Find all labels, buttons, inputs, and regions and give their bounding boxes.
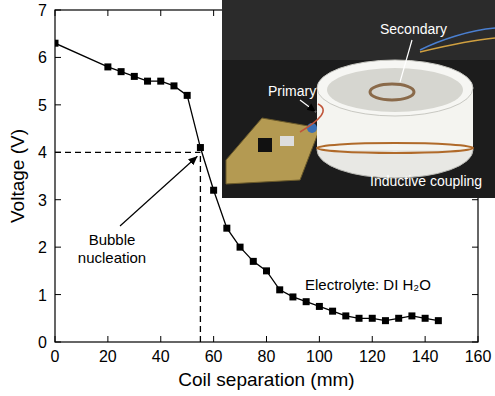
x-tick	[213, 336, 214, 342]
y-axis-title: Voltage (V)	[7, 129, 28, 223]
annotation-line: Bubble	[89, 231, 136, 248]
data-point	[197, 144, 204, 151]
data-point	[316, 303, 323, 310]
x-tick	[266, 336, 267, 342]
x-tick-top	[213, 10, 214, 16]
data-point	[422, 315, 429, 322]
x-tick-label: 80	[258, 348, 276, 365]
y-tick-label: 0	[38, 334, 47, 351]
data-point	[329, 308, 336, 315]
x-tick-label: 60	[205, 348, 223, 365]
data-point	[131, 73, 138, 80]
inset-background	[222, 0, 495, 198]
inset-pointer	[400, 40, 412, 82]
y-tick	[55, 247, 61, 248]
y-tick-label: 5	[38, 97, 47, 114]
inset-label: Inductive coupling	[370, 173, 482, 189]
inset-secondary-coil	[370, 84, 414, 100]
data-point	[342, 312, 349, 319]
data-point	[250, 258, 257, 265]
x-tick-label: 40	[152, 348, 170, 365]
inset-label: Secondary	[380, 21, 447, 37]
inset-label: Primary	[268, 83, 316, 99]
x-tick-label: 100	[306, 348, 333, 365]
y-tick	[55, 57, 61, 58]
x-tick-label: 0	[51, 348, 60, 365]
inset-ring-top	[317, 60, 473, 116]
annotation-text: Bubblenucleation	[78, 231, 146, 266]
data-point	[408, 312, 415, 319]
inset-component	[280, 136, 294, 146]
data-point	[263, 267, 270, 274]
data-point	[104, 63, 111, 70]
y-tick-right	[472, 294, 478, 295]
inset-ring-inner	[327, 68, 463, 112]
annotation-arrow	[120, 156, 197, 226]
y-tick-right	[472, 199, 478, 200]
x-tick-top	[160, 10, 161, 16]
inset-pointer	[300, 100, 316, 112]
reference-y	[55, 152, 200, 153]
inset-primary-coil	[317, 143, 473, 153]
chart-root: 0 20 40 60 80 100 120 140 160 0 1 2 3 4 5 6 7 Coil separa…	[0, 0, 495, 396]
data-point	[157, 78, 164, 85]
x-tick-label: 160	[465, 348, 492, 365]
data-point	[210, 187, 217, 194]
y-tick-label: 4	[38, 144, 47, 161]
y-tick-right	[472, 247, 478, 248]
x-tick-top	[107, 10, 108, 16]
x-tick-label: 120	[359, 348, 386, 365]
data-point	[289, 293, 296, 300]
data-point	[237, 244, 244, 251]
data-point	[303, 298, 310, 305]
y-tick-label: 3	[38, 192, 47, 209]
data-point	[223, 225, 230, 232]
data-point	[382, 317, 389, 324]
inset-wire	[420, 38, 495, 52]
x-tick-label: 20	[99, 348, 117, 365]
data-point	[356, 315, 363, 322]
reference-x	[200, 152, 201, 342]
data-point	[276, 286, 283, 293]
inset-chip	[258, 138, 272, 152]
x-tick	[372, 336, 373, 342]
y-tick	[55, 104, 61, 105]
y-tick-label: 6	[38, 49, 47, 66]
data-point	[395, 315, 402, 322]
y-tick	[55, 294, 61, 295]
data-point	[369, 315, 376, 322]
annotation-text: Electrolyte: DI H₂O	[305, 276, 431, 293]
x-tick	[160, 336, 161, 342]
data-point	[184, 92, 191, 99]
data-point	[118, 68, 125, 75]
y-tick-label: 7	[38, 2, 47, 19]
y-tick-label: 1	[38, 287, 47, 304]
inset-shade	[222, 0, 495, 60]
x-tick	[319, 336, 320, 342]
data-point	[435, 317, 442, 324]
x-tick	[425, 336, 426, 342]
data-point	[144, 78, 151, 85]
chart: 0 20 40 60 80 100 120 140 160 0 1 2 3 4 5 6 7 Coil separa…	[0, 0, 495, 396]
x-tick-label: 140	[412, 348, 439, 365]
y-tick-label: 2	[38, 239, 47, 256]
x-tick	[107, 336, 108, 342]
annotation-line: nucleation	[78, 249, 146, 266]
data-point	[170, 82, 177, 89]
y-tick	[55, 199, 61, 200]
x-axis-title: Coil separation (mm)	[178, 369, 354, 390]
inset-photo: Primary Secondary Inductive coupling	[222, 0, 495, 198]
